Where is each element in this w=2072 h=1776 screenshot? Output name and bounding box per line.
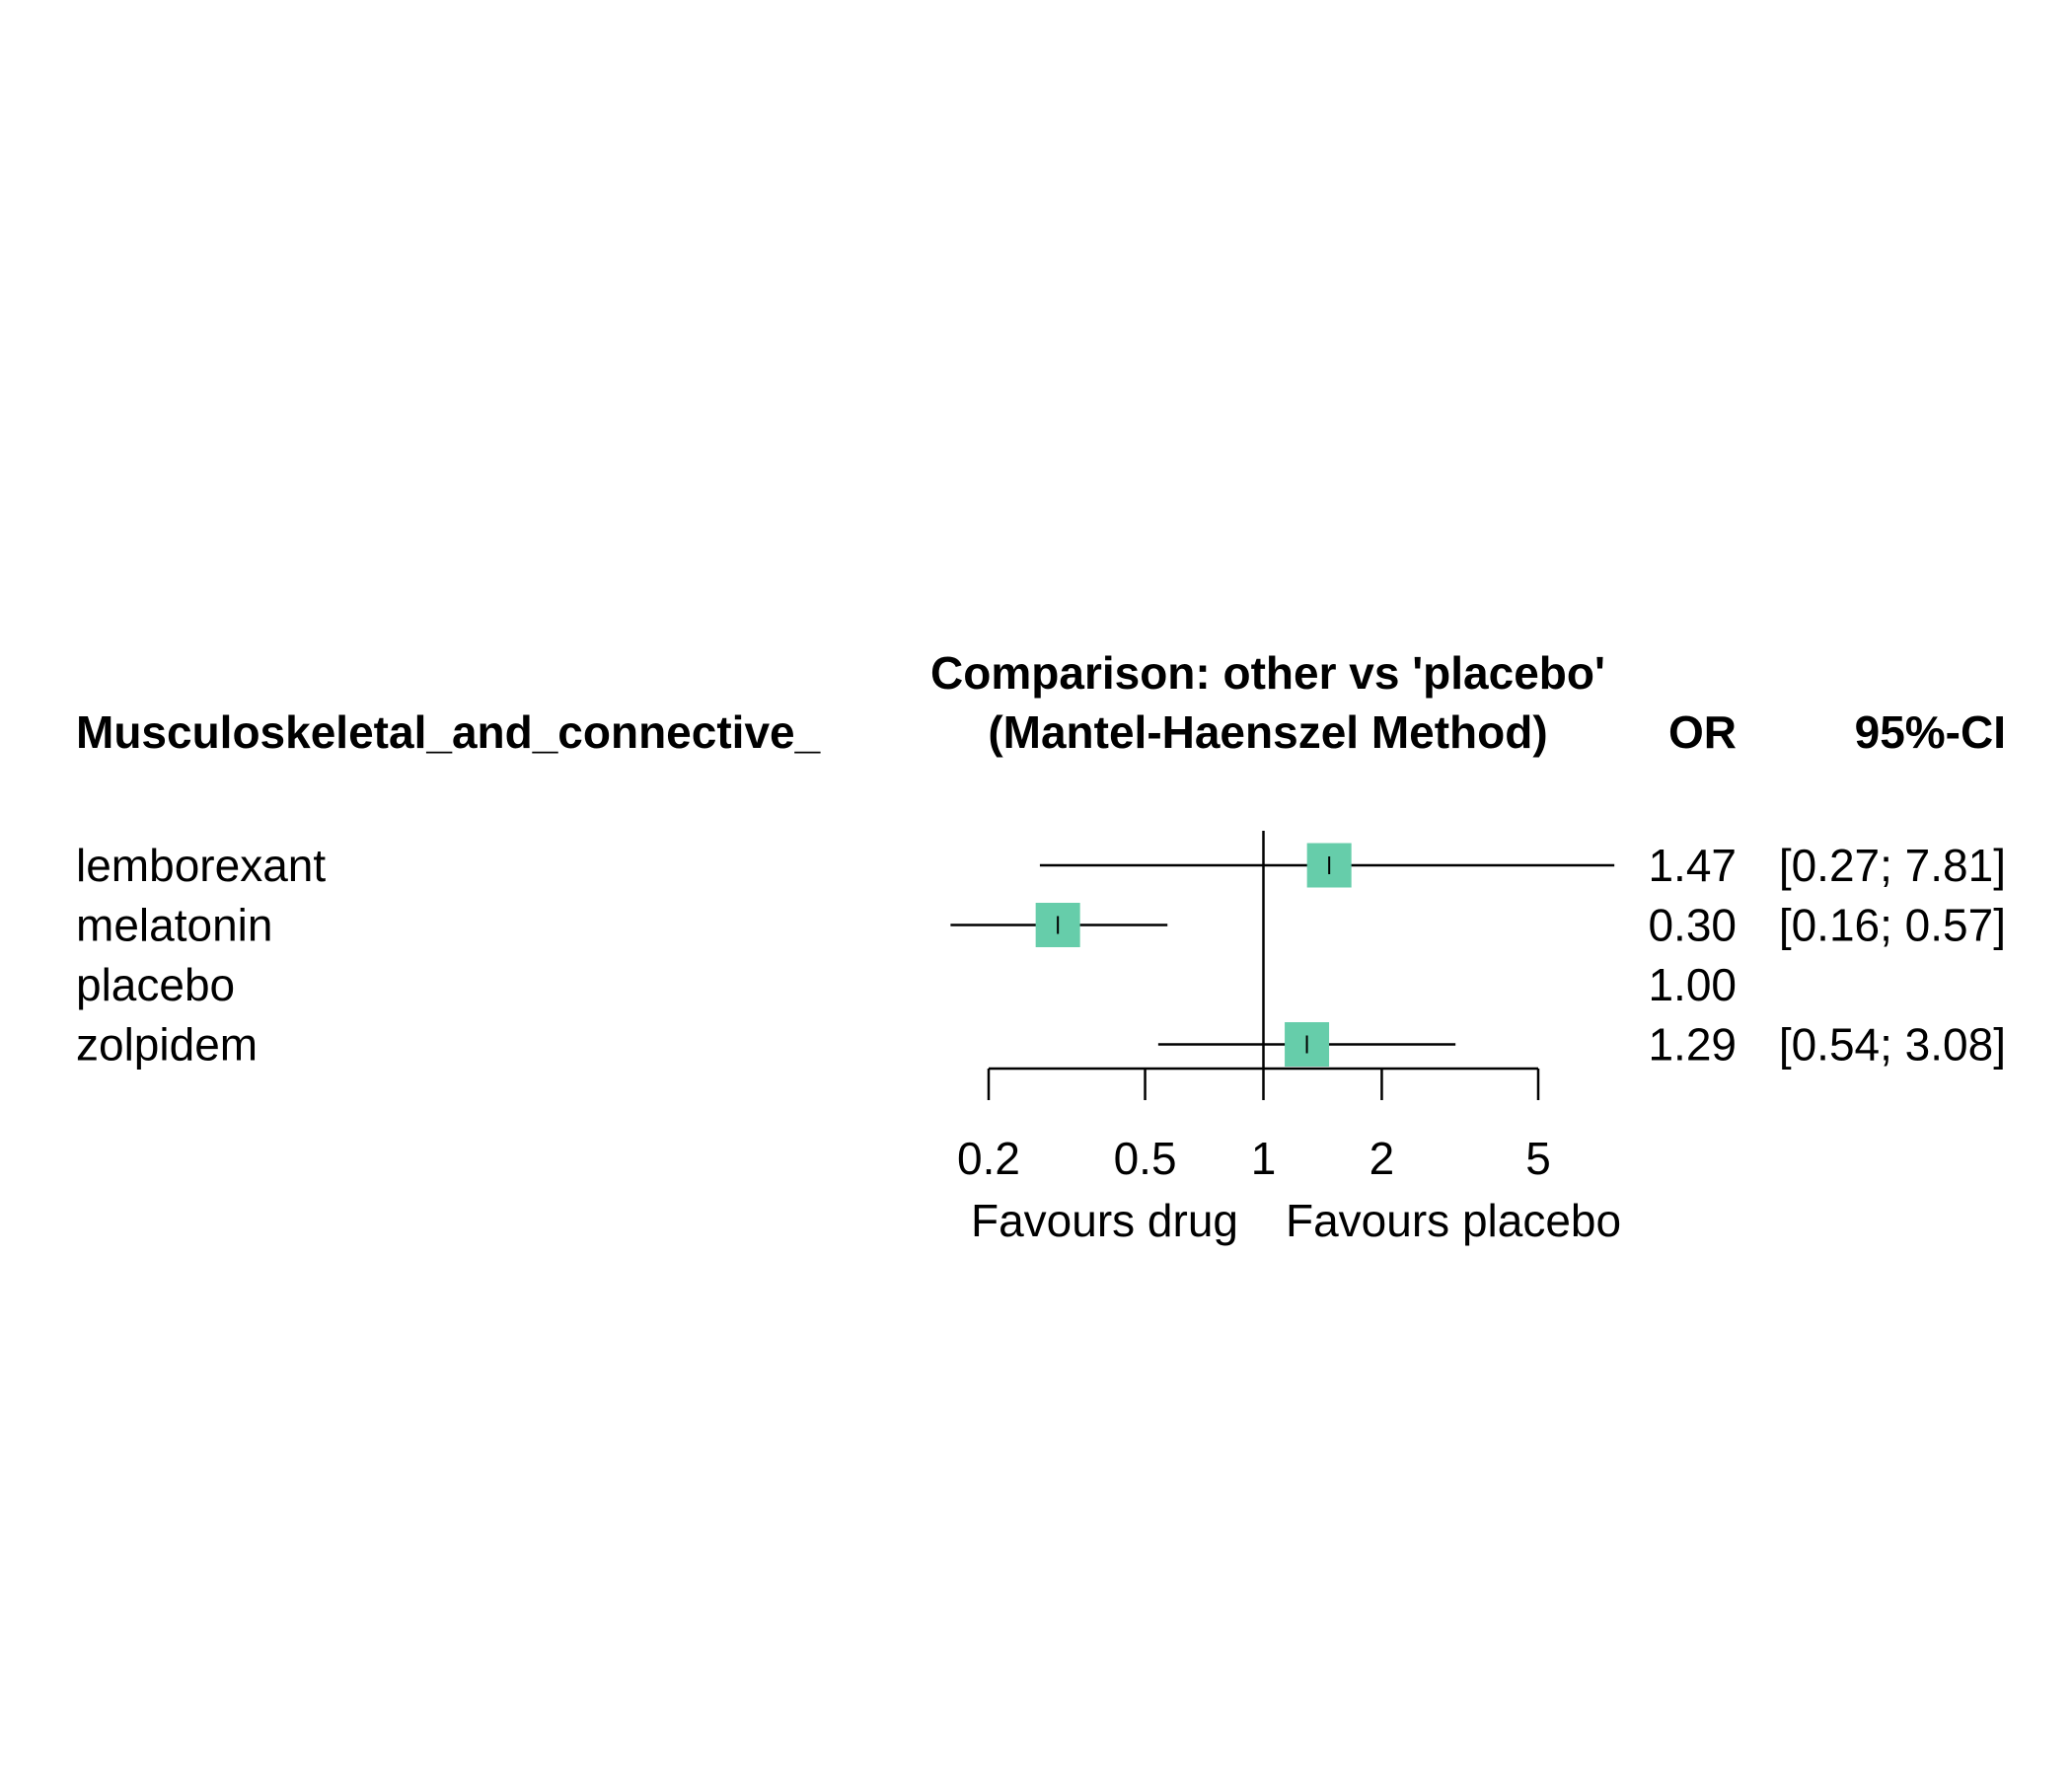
ci-value-melatonin: [0.16; 0.57] [1779, 900, 2006, 951]
forest-rows: lemborexant 1.47 [0.27; 7.81] melatonin 0.30… [76, 840, 2006, 1071]
x-tick-label-3: 2 [1369, 1133, 1395, 1184]
x-tick-label-2: 1 [1251, 1133, 1277, 1184]
x-tick-label-4: 5 [1525, 1133, 1551, 1184]
row-label-placebo: placebo [76, 959, 235, 1010]
x-axis: 0.2 0.5 1 2 5 [957, 831, 1551, 1184]
ci-value-zolpidem: [0.54; 3.08] [1779, 1019, 2006, 1071]
x-tick-label-0: 0.2 [957, 1133, 1020, 1184]
row-label-melatonin: melatonin [76, 900, 272, 951]
row-label-zolpidem: zolpidem [76, 1019, 258, 1071]
study-column-header: Musculoskeletal_and_connective_ [76, 706, 821, 758]
row-label-lemborexant: lemborexant [76, 840, 326, 891]
or-value-melatonin: 0.30 [1648, 900, 1737, 951]
ci-value-lemborexant: [0.27; 7.81] [1779, 840, 2006, 891]
or-value-zolpidem: 1.29 [1648, 1019, 1737, 1071]
x-tick-label-1: 0.5 [1114, 1133, 1177, 1184]
or-value-lemborexant: 1.47 [1648, 840, 1737, 891]
favours-right-label: Favours placebo [1286, 1195, 1621, 1246]
favours-left-label: Favours drug [971, 1195, 1238, 1246]
or-column-header: OR [1668, 706, 1737, 758]
comparison-title-line1: Comparison: other vs 'placebo' [930, 647, 1605, 699]
or-value-placebo: 1.00 [1648, 959, 1737, 1010]
ci-column-header: 95%-CI [1855, 706, 2006, 758]
comparison-title-line2: (Mantel-Haenszel Method) [988, 706, 1547, 758]
